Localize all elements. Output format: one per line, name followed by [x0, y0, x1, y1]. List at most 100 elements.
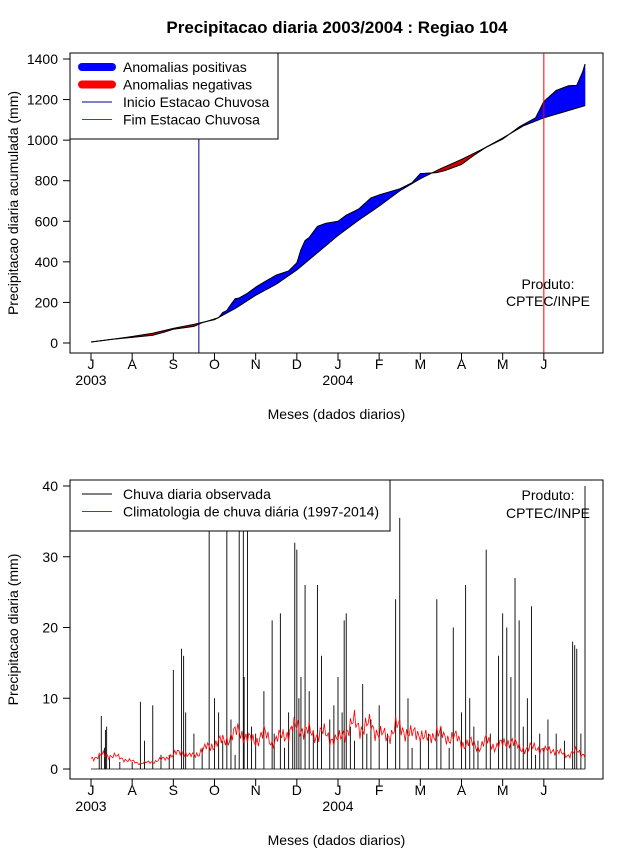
positive-anomaly-segment	[549, 93, 553, 117]
plot-frame	[69, 52, 604, 354]
y-tick-label: 400	[35, 254, 59, 270]
y-axis-title: Precipitacao diaria acumulada (mm)	[5, 91, 21, 315]
x-tick-label: A	[457, 782, 467, 798]
positive-anomaly-segment	[315, 225, 318, 256]
x-tick-label: J	[335, 782, 342, 798]
positive-anomaly-segment	[562, 86, 565, 113]
positive-anomaly-segment	[345, 213, 349, 230]
y-tick-label: 40	[42, 478, 58, 494]
positive-anomaly-segment	[368, 197, 372, 214]
credit-line: Produto:	[522, 487, 575, 503]
y-tick-label: 800	[35, 173, 59, 189]
positive-anomaly-segment	[557, 88, 561, 114]
x-tick-label: J	[540, 782, 547, 798]
positive-anomaly-segment	[574, 85, 578, 110]
x-tick-label: N	[251, 782, 261, 798]
positive-anomaly-segment	[327, 222, 331, 245]
x-axis-title: Meses (dados diarios)	[268, 406, 406, 422]
x-tick-label: J	[540, 356, 547, 372]
legend-label: Anomalias positivas	[123, 59, 247, 75]
positive-anomaly-segment	[306, 236, 310, 262]
credit-line: Produto:	[522, 276, 575, 292]
year-label: 2003	[75, 372, 106, 388]
observed-cumulative-line	[90, 63, 586, 343]
y-tick-label: 10	[42, 690, 58, 706]
x-tick-label: O	[209, 782, 220, 798]
year-label: 2004	[322, 372, 353, 388]
positive-anomaly-segment	[333, 221, 337, 240]
credit-line: CPTEC/INPE	[506, 505, 590, 521]
positive-anomaly-segment	[308, 233, 312, 261]
x-tick-label: M	[497, 356, 509, 372]
positive-anomaly-segment	[551, 91, 555, 116]
y-tick-label: 30	[42, 549, 58, 565]
year-label: 2004	[322, 798, 353, 814]
positive-anomaly-segment	[580, 71, 584, 108]
positive-anomaly-segment	[376, 194, 380, 209]
y-tick-label: 0	[50, 761, 58, 777]
climatology-cumulative-line	[90, 105, 586, 343]
positive-anomaly-segment	[325, 222, 329, 247]
legend-label: Anomalias negativas	[123, 77, 252, 93]
positive-anomaly-segment	[555, 89, 559, 115]
positive-anomaly-segment	[370, 196, 374, 213]
legend-label: Climatologia de chuva diária (1997-2014)	[123, 504, 379, 520]
x-tick-label: A	[457, 356, 467, 372]
x-tick-label: F	[375, 356, 384, 372]
y-tick-label: 1200	[27, 92, 58, 108]
y-tick-label: 1000	[27, 132, 58, 148]
legend-box	[69, 479, 391, 532]
x-tick-label: O	[209, 356, 220, 372]
credit-line: CPTEC/INPE	[506, 293, 590, 309]
positive-anomaly-segment	[343, 214, 347, 232]
y-tick-label: 20	[42, 620, 58, 636]
positive-anomaly-segment	[331, 221, 335, 242]
positive-anomaly-segment	[372, 196, 376, 211]
positive-anomaly-segment	[323, 222, 326, 249]
positive-anomaly-segment	[304, 238, 308, 264]
positive-anomaly-segment	[559, 87, 563, 114]
x-axis-title: Meses (dados diarios)	[268, 832, 406, 848]
positive-anomaly-segment	[321, 223, 324, 250]
x-tick-label: M	[497, 782, 509, 798]
x-tick-label: S	[169, 356, 178, 372]
legend-label: Chuva diaria observada	[123, 486, 271, 502]
positive-anomaly-segment	[568, 85, 571, 111]
y-tick-label: 200	[35, 294, 59, 310]
x-tick-label: A	[127, 356, 137, 372]
positive-anomaly-segment	[347, 212, 351, 229]
positive-anomaly-segment	[335, 220, 339, 238]
y-tick-label: 1400	[27, 51, 58, 67]
figure-title: Precipitacao diaria 2003/2004 : Regiao 1…	[166, 18, 508, 37]
x-tick-label: N	[251, 356, 261, 372]
climatology-daily-line	[90, 709, 586, 766]
positive-anomaly-segment	[570, 85, 573, 111]
positive-anomaly-segment	[339, 217, 343, 235]
x-tick-label: J	[335, 356, 342, 372]
legend-label: Inicio Estacao Chuvosa	[123, 94, 270, 110]
positive-anomaly-segment	[566, 85, 569, 112]
x-tick-label: J	[88, 356, 95, 372]
x-tick-label: D	[292, 356, 302, 372]
y-tick-label: 0	[50, 335, 58, 351]
x-tick-label: M	[414, 356, 426, 372]
positive-anomaly-segment	[312, 228, 316, 257]
positive-anomaly-segment	[352, 210, 355, 226]
y-axis-title: Precipitacao diaria (mm)	[5, 554, 21, 706]
x-tick-label: S	[169, 782, 178, 798]
positive-anomaly-segment	[350, 211, 353, 227]
positive-anomaly-segment	[545, 97, 549, 118]
x-tick-label: F	[375, 782, 384, 798]
x-tick-label: A	[127, 782, 137, 798]
positive-anomaly-segment	[354, 209, 357, 224]
x-tick-label: J	[88, 782, 95, 798]
x-tick-label: M	[414, 782, 426, 798]
y-tick-label: 600	[35, 213, 59, 229]
positive-anomaly-segment	[319, 224, 322, 252]
positive-anomaly-segment	[553, 89, 557, 116]
x-tick-label: D	[292, 782, 302, 798]
positive-anomaly-segment	[310, 231, 314, 259]
